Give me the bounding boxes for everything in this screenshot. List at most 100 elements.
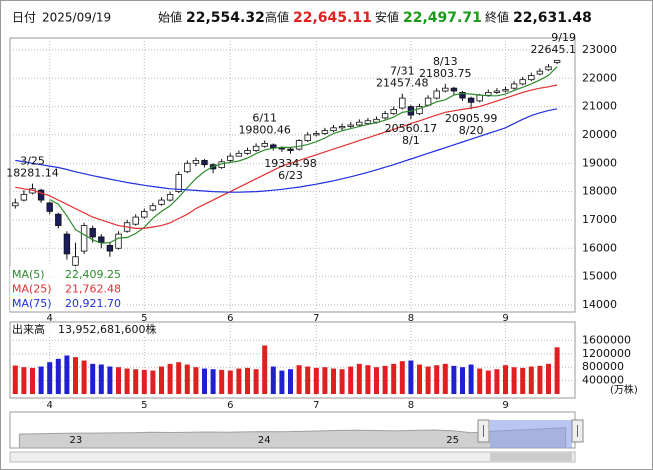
annotation-date: 6/11: [252, 112, 277, 125]
candle-body: [485, 92, 492, 96]
volume-bar: [227, 370, 233, 394]
volume-bar: [81, 360, 87, 394]
candle-body: [115, 233, 122, 249]
volume-bar: [537, 365, 543, 394]
candle-body: [528, 75, 535, 81]
volume-bar: [305, 366, 311, 394]
volume-bar: [141, 369, 147, 394]
volume-bar: [202, 368, 207, 394]
x-tick-label: 7: [313, 400, 319, 411]
volume-bar: [262, 345, 268, 394]
volume-bar: [322, 367, 328, 394]
candle-body: [158, 199, 165, 205]
ma-line: [15, 84, 558, 229]
scrollbar[interactable]: [9, 451, 576, 463]
volume-bar: [184, 364, 190, 394]
y-tick-label: 21000: [582, 100, 617, 113]
annotation-value: 22645.1: [531, 43, 577, 56]
volume-bar: [176, 362, 182, 394]
volume-bar: [485, 370, 491, 394]
x-tick-label: 6: [227, 400, 233, 411]
volume-bar: [107, 366, 113, 394]
candle-body: [63, 233, 71, 255]
legend-box: [10, 266, 126, 311]
candle-body: [166, 194, 174, 201]
volume-bar: [253, 369, 259, 394]
candle-body: [381, 113, 389, 119]
candle-body: [20, 194, 28, 201]
candle-body: [519, 79, 526, 85]
annotation-date: 3/25: [20, 155, 45, 168]
volume-bar: [279, 370, 285, 394]
volume-bar: [442, 363, 448, 394]
candle-body: [80, 225, 88, 252]
candle-body: [175, 174, 182, 192]
volume-bar: [296, 365, 302, 394]
volume-bar: [408, 360, 414, 394]
candle-body: [347, 124, 354, 127]
y-tick-label: 23000: [582, 43, 617, 56]
volume-bar: [245, 367, 250, 394]
volume-bar: [288, 369, 293, 394]
candle-body: [37, 189, 45, 201]
volume-bar: [374, 367, 379, 394]
candle-body: [261, 143, 268, 147]
candle-body: [476, 94, 483, 102]
volume-bar: [546, 363, 551, 394]
candle-body: [364, 120, 372, 124]
y-tick-label: 1600000: [582, 333, 631, 346]
annotation-date: 8/1: [402, 134, 420, 147]
volume-bar: [356, 363, 362, 394]
scrollbar-thumb[interactable]: [490, 453, 572, 461]
annotation-value: 19334.98: [264, 157, 317, 170]
volume-bar: [391, 363, 397, 394]
candle-body: [46, 202, 53, 212]
candle-body: [270, 144, 277, 149]
navigator-year-label: 23: [70, 435, 83, 446]
header-label: 高値: [265, 10, 289, 25]
y-tick-label: 22000: [582, 71, 617, 84]
volume-bar: [528, 366, 534, 394]
annotation-value: 20560.17: [385, 122, 438, 135]
candle-body: [201, 160, 208, 166]
candle-body: [12, 202, 19, 207]
annotation-date: 8/13: [433, 55, 458, 68]
annotation-value: 20905.99: [445, 112, 498, 125]
x-tick-label: 6: [227, 313, 233, 324]
volume-bar: [150, 370, 156, 394]
candle-body: [502, 89, 509, 92]
header-value: 22,497.71: [403, 10, 482, 26]
volume-bar: [348, 366, 354, 394]
y-tick-label: 1200000: [582, 347, 631, 360]
volume-bar: [460, 367, 465, 394]
volume-bar: [503, 365, 508, 394]
x-tick-label: 7: [313, 313, 319, 324]
annotation-date: 7/31: [390, 65, 415, 78]
volume-bar: [38, 366, 44, 394]
x-tick-label: 4: [47, 400, 53, 411]
candle-body: [399, 97, 406, 109]
volume-bar: [90, 363, 96, 394]
volume-bar: [133, 369, 139, 394]
ma-line: [49, 66, 558, 244]
candle-body: [493, 90, 501, 93]
x-tick-label: 5: [141, 313, 147, 324]
y-tick-label: 14000: [582, 298, 617, 311]
volume-bar: [477, 368, 483, 394]
volume-bar: [64, 355, 70, 394]
volume-bar: [159, 366, 164, 394]
x-tick-label: 5: [141, 400, 147, 411]
volume-bar: [21, 367, 27, 394]
volume-bar: [55, 358, 61, 394]
volume-total: 13,952,681,600株: [58, 322, 156, 336]
navigator-selection: [490, 420, 572, 448]
volume-bar: [236, 368, 242, 394]
y-tick-label: 17000: [582, 213, 617, 226]
volume-bar: [468, 364, 474, 394]
candle-body: [227, 155, 234, 161]
y-tick-label: 18000: [582, 185, 617, 198]
legend-value: 22,409.25: [65, 268, 121, 281]
legend-name: MA(5): [12, 268, 45, 281]
volume-bar: [554, 347, 560, 394]
